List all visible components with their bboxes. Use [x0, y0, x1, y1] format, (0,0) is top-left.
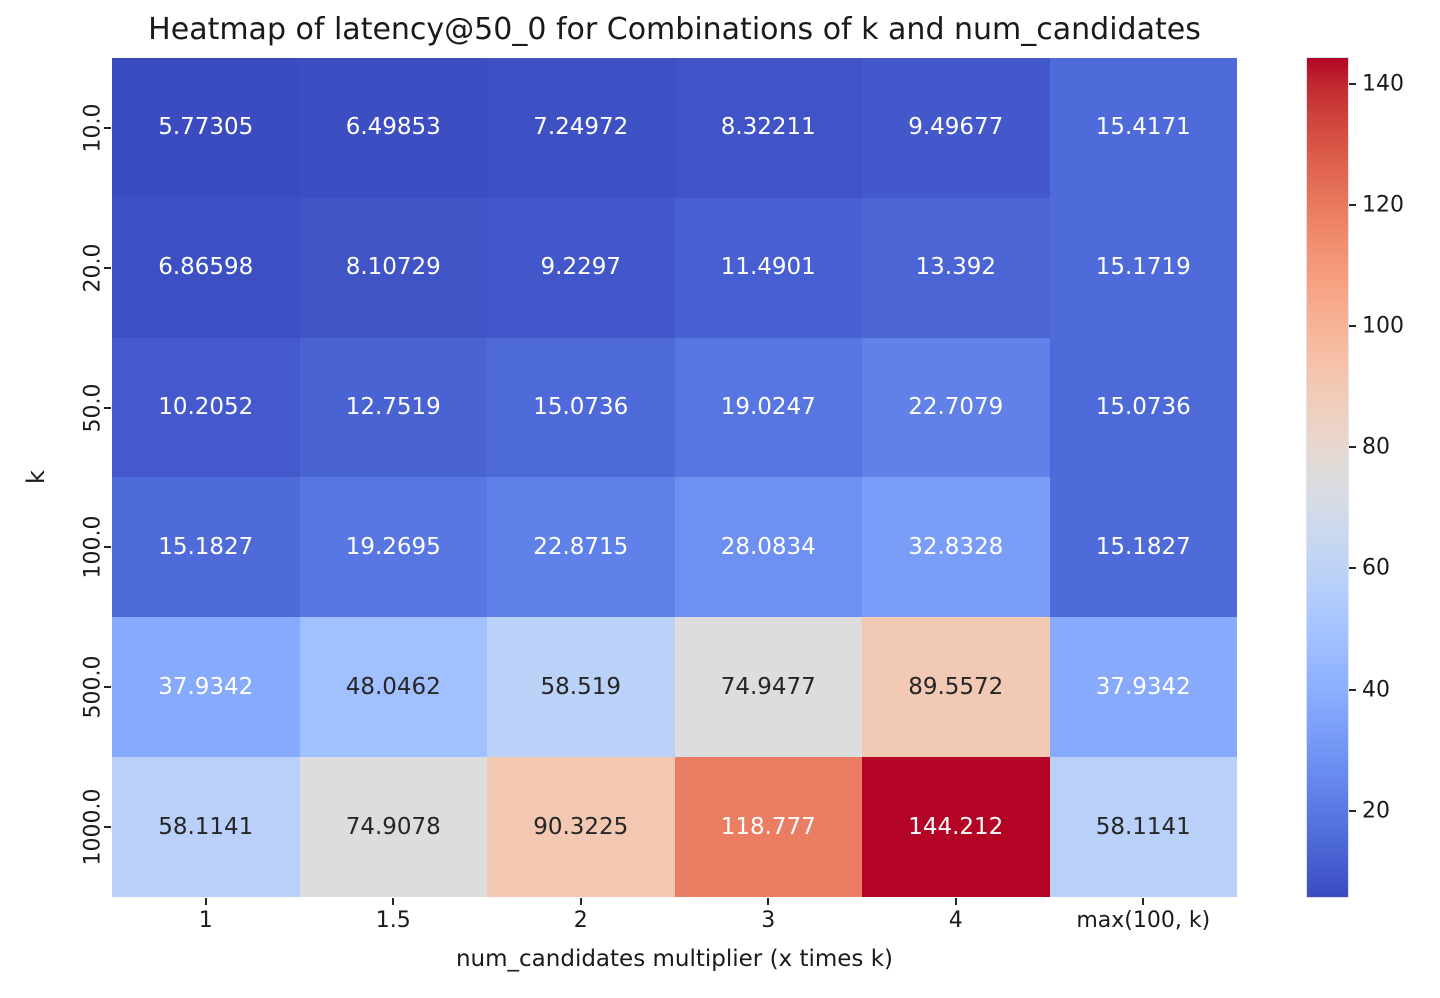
heatmap-cell: 74.9078	[299, 757, 487, 897]
colorbar-tick-label: 100	[1362, 313, 1404, 339]
heatmap-grid: 5.77305 6.49853 7.24972 8.32211 9.49677 15.41…	[112, 58, 1237, 897]
colorbar-tick-mark	[1349, 446, 1356, 449]
x-tick-mark	[204, 898, 207, 905]
heatmap-cell: 15.1827	[112, 477, 300, 618]
x-axis-label: num_candidates multiplier (x times k)	[455, 946, 894, 972]
heatmap-cell: 22.7079	[862, 337, 1050, 478]
x-tick-mark	[392, 898, 395, 905]
colorbar-tick-mark	[1349, 688, 1356, 691]
heatmap-cell: 15.0736	[1049, 337, 1237, 478]
heatmap-cell: 15.0736	[487, 337, 675, 478]
heatmap-cell: 8.32211	[674, 58, 862, 198]
y-tick-mark	[104, 406, 111, 409]
y-tick-label: 50.0	[80, 383, 106, 433]
y-tick-label: 500.0	[80, 655, 106, 719]
heatmap-cell: 58.1141	[1049, 757, 1237, 897]
colorbar-tick-label: 60	[1362, 555, 1390, 581]
heatmap-cell: 15.4171	[1049, 58, 1237, 198]
x-tick-mark	[1142, 898, 1145, 905]
x-tick-label: 2	[573, 908, 588, 933]
colorbar-tick-mark	[1349, 324, 1356, 327]
colorbar-tick-label: 80	[1362, 434, 1390, 460]
y-tick-mark	[104, 686, 111, 689]
heatmap-cell: 19.2695	[299, 477, 487, 618]
colorbar-tick-label: 40	[1362, 677, 1390, 703]
heatmap-cell: 13.392	[862, 197, 1050, 338]
heatmap-cell: 15.1719	[1049, 197, 1237, 338]
y-tick-mark	[104, 826, 111, 829]
heatmap-cell: 58.1141	[112, 757, 300, 897]
colorbar-tick-mark	[1349, 809, 1356, 812]
heatmap-cell: 32.8328	[862, 477, 1050, 618]
heatmap-cell: 9.49677	[862, 58, 1050, 198]
heatmap-cell: 8.10729	[299, 197, 487, 338]
heatmap-cell: 10.2052	[112, 337, 300, 478]
colorbar-tick-label: 140	[1362, 71, 1404, 97]
heatmap-cell: 118.777	[674, 757, 862, 897]
heatmap-cell: 5.77305	[112, 58, 300, 198]
x-tick-label: 4	[948, 908, 963, 933]
x-tick-label: 1.5	[375, 908, 411, 933]
x-tick-label: 3	[761, 908, 776, 933]
x-tick-label: 1	[198, 908, 213, 933]
y-tick-label: 20.0	[80, 243, 106, 293]
y-tick-label: 100.0	[80, 515, 106, 579]
heatmap-cell: 9.2297	[487, 197, 675, 338]
chart-title: Heatmap of latency@50_0 for Combinations…	[148, 12, 1201, 47]
heatmap-cell: 37.9342	[112, 617, 300, 758]
heatmap-cell: 12.7519	[299, 337, 487, 478]
heatmap-cell: 48.0462	[299, 617, 487, 758]
y-axis-label: k	[22, 470, 50, 484]
colorbar-tick-mark	[1349, 567, 1356, 570]
heatmap-cell: 22.8715	[487, 477, 675, 618]
heatmap-cell: 19.0247	[674, 337, 862, 478]
heatmap-cell: 6.49853	[299, 58, 487, 198]
colorbar-tick-mark	[1349, 203, 1356, 206]
y-tick-mark	[104, 546, 111, 549]
heatmap-cell: 90.3225	[487, 757, 675, 897]
x-tick-mark	[954, 898, 957, 905]
heatmap-cell: 37.9342	[1049, 617, 1237, 758]
x-tick-mark	[767, 898, 770, 905]
y-tick-label: 1000.0	[80, 788, 106, 866]
heatmap-cell: 74.9477	[674, 617, 862, 758]
colorbar	[1306, 57, 1349, 898]
colorbar-tick-mark	[1349, 82, 1356, 85]
heatmap-cell: 58.519	[487, 617, 675, 758]
heatmap-cell: 144.212	[862, 757, 1050, 897]
x-tick-mark	[579, 898, 582, 905]
colorbar-tick-label: 20	[1362, 798, 1390, 824]
heatmap-cell: 15.1827	[1049, 477, 1237, 618]
y-tick-mark	[104, 126, 111, 129]
heatmap-cell: 6.86598	[112, 197, 300, 338]
heatmap-cell: 28.0834	[674, 477, 862, 618]
y-tick-mark	[104, 266, 111, 269]
x-tick-label: max(100, k)	[1076, 908, 1211, 933]
y-tick-label: 10.0	[80, 103, 106, 153]
heatmap-cell: 7.24972	[487, 58, 675, 198]
heatmap-cell: 11.4901	[674, 197, 862, 338]
colorbar-tick-label: 120	[1362, 192, 1404, 218]
heatmap-cell: 89.5572	[862, 617, 1050, 758]
